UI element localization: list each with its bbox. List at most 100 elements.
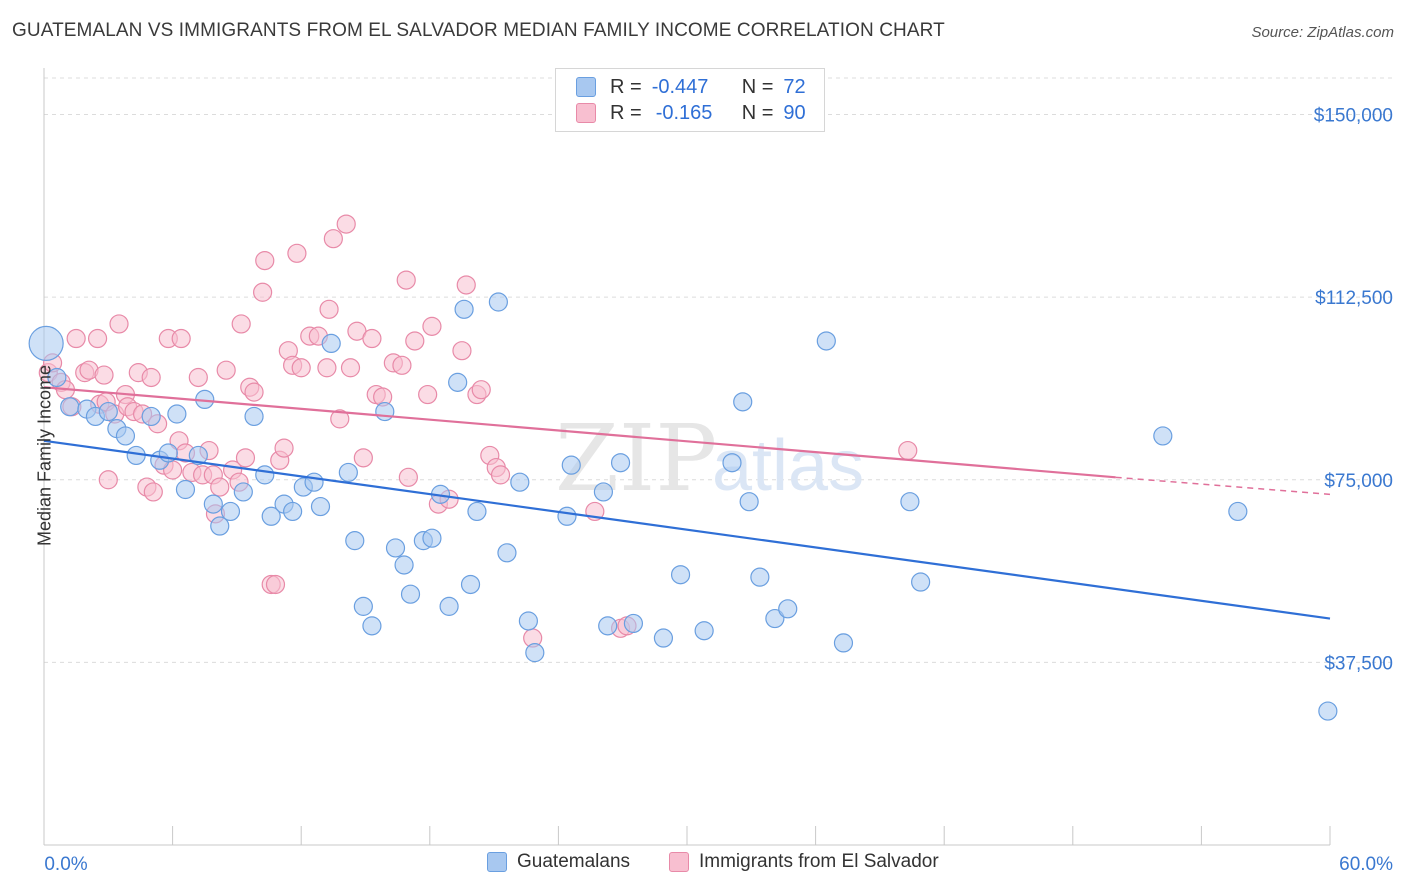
data-point (323, 229, 343, 249)
data-point (109, 314, 129, 334)
data-point (287, 243, 307, 263)
data-point (750, 567, 770, 587)
bottom-legend-label: Guatemalans (517, 851, 631, 872)
data-point (405, 331, 425, 351)
data-point (310, 496, 331, 517)
data-point (911, 572, 931, 592)
data-point (362, 616, 382, 636)
data-point (694, 621, 714, 641)
trend-line (43, 439, 1331, 620)
data-point (1228, 501, 1248, 522)
data-point (490, 465, 511, 485)
y-tick-labels: $37,500 $75,000 $112,500 $150,000 (1314, 106, 1393, 675)
trend-line-extension (1115, 476, 1331, 496)
data-point (375, 401, 395, 422)
data-point (94, 365, 114, 385)
data-point (98, 401, 118, 422)
y-tick-label: $75,000 (1324, 471, 1393, 492)
data-point (454, 299, 474, 319)
data-point (220, 501, 241, 522)
data-point (171, 328, 191, 349)
bottom-legend-el-salvador: Immigrants from El Salvador (669, 851, 939, 873)
data-point (283, 501, 303, 522)
y-tick-label: $150,000 (1314, 106, 1393, 127)
data-point (593, 482, 614, 502)
legend-row-guatemalans: R = -0.447 N = 72 (576, 74, 806, 100)
data-point (216, 360, 236, 380)
data-point (765, 608, 785, 629)
data-point (557, 506, 577, 526)
data-point (385, 538, 406, 558)
bottom-legend-guatemalans: Guatemalans (487, 851, 630, 873)
x-tick-labels: 0.0% 60.0% (44, 854, 1393, 875)
data-point (340, 358, 361, 378)
data-point (739, 492, 759, 512)
data-point (460, 574, 481, 595)
bottom-legend-swatch-el-salvador (669, 852, 689, 872)
data-point (28, 325, 64, 362)
legend-r-label: R = (610, 75, 642, 98)
data-point (456, 275, 476, 295)
data-point (244, 406, 264, 427)
data-point (274, 438, 294, 458)
data-point (623, 613, 644, 634)
data-point (778, 599, 798, 619)
data-point (336, 214, 356, 234)
trend-lines (43, 386, 1331, 620)
data-point (115, 426, 136, 446)
legend-r-label: R = (610, 101, 642, 124)
data-point (488, 292, 508, 312)
data-point (1318, 701, 1338, 721)
data-point (291, 358, 311, 378)
data-point (722, 453, 742, 473)
data-point (670, 565, 691, 585)
data-point (394, 555, 414, 575)
data-point (898, 440, 918, 461)
grid-lines (44, 77, 1392, 663)
points-guatemalans (28, 292, 1338, 721)
data-point (167, 404, 187, 424)
data-point (255, 465, 275, 485)
data-point (471, 380, 491, 400)
data-point (255, 251, 275, 271)
y-tick-label: $37,500 (1324, 653, 1393, 674)
legend-n-value: 90 (783, 101, 806, 124)
data-point (233, 482, 253, 502)
data-point (653, 628, 674, 648)
data-point (60, 397, 80, 417)
data-point (561, 455, 581, 475)
x-tick-label: 60.0% (1339, 854, 1393, 875)
data-point (141, 406, 161, 427)
data-point (353, 448, 373, 468)
legend-n-value: 72 (783, 75, 806, 98)
data-point (362, 328, 382, 349)
data-point (175, 479, 196, 500)
data-point (319, 299, 339, 319)
data-point (400, 584, 421, 604)
x-tick-label: 0.0% (44, 854, 87, 875)
data-point (900, 492, 920, 512)
data-point (392, 355, 412, 375)
legend-n-label: N = (741, 75, 774, 98)
axes (43, 68, 1331, 846)
legend-row-el-salvador: R = -0.165 N = 90 (576, 100, 806, 126)
data-point (518, 611, 538, 631)
data-point (265, 574, 286, 595)
data-point (396, 270, 416, 290)
data-point (497, 543, 517, 563)
data-point (510, 472, 530, 492)
data-point (422, 528, 442, 548)
data-point (1153, 426, 1173, 446)
data-point (330, 409, 350, 429)
data-point (231, 314, 251, 334)
data-point (452, 341, 472, 361)
data-point (304, 472, 324, 492)
y-tick-label: $112,500 (1315, 288, 1393, 309)
data-point (345, 531, 365, 551)
data-point (98, 470, 118, 490)
legend-r-value: -0.165 (655, 101, 713, 124)
data-point (422, 316, 442, 336)
data-point (598, 616, 618, 636)
data-point (261, 506, 281, 526)
